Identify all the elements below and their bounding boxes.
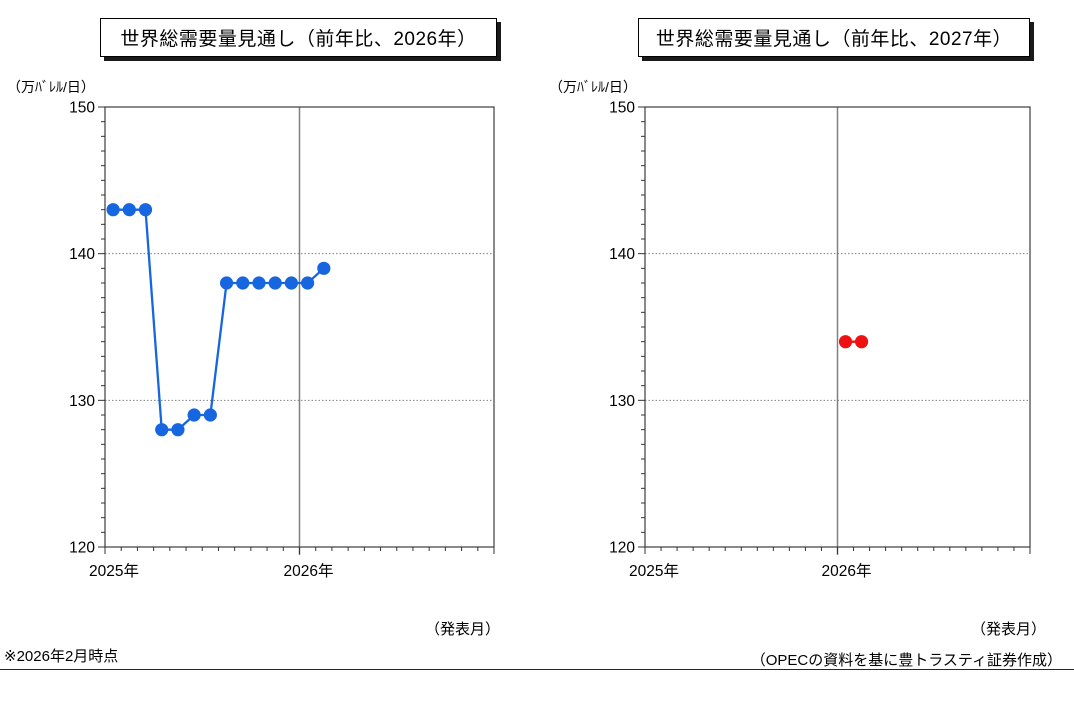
x-axis-note-left: （発表月） <box>424 621 500 638</box>
x-axis-note-right: （発表月） <box>970 621 1046 638</box>
svg-text:150: 150 <box>69 100 95 117</box>
svg-text:150: 150 <box>609 100 635 117</box>
svg-text:2026年: 2026年 <box>284 562 334 580</box>
y-axis-unit-right: （万ﾊﾞﾚﾙ/日） <box>549 79 637 95</box>
svg-text:2025年: 2025年 <box>89 562 139 580</box>
footnote-as-of-date: ※2026年2月時点 <box>4 648 119 665</box>
svg-text:130: 130 <box>69 393 95 410</box>
svg-text:140: 140 <box>69 246 95 263</box>
svg-text:120: 120 <box>609 540 635 557</box>
bottom-divider-rule <box>0 669 1074 674</box>
svg-text:120: 120 <box>69 540 95 557</box>
chart-title-2027: 世界総需要量見通し（前年比、2027年） <box>638 18 1030 57</box>
y-axis-unit-left: （万ﾊﾞﾚﾙ/日） <box>7 79 95 95</box>
chart-title-2027-label: 世界総需要量見通し（前年比、2027年） <box>655 29 1013 50</box>
svg-text:2025年: 2025年 <box>629 562 679 580</box>
svg-text:2026年: 2026年 <box>822 562 872 580</box>
svg-text:130: 130 <box>609 393 635 410</box>
chart-title-2026-label: 世界総需要量見通し（前年比、2026年） <box>120 29 477 50</box>
svg-text:140: 140 <box>609 246 635 263</box>
source-attribution: （OPECの資料を基に豊トラスティ証券作成） <box>750 652 1062 669</box>
chart-title-2026: 世界総需要量見通し（前年比、2026年） <box>100 18 497 57</box>
